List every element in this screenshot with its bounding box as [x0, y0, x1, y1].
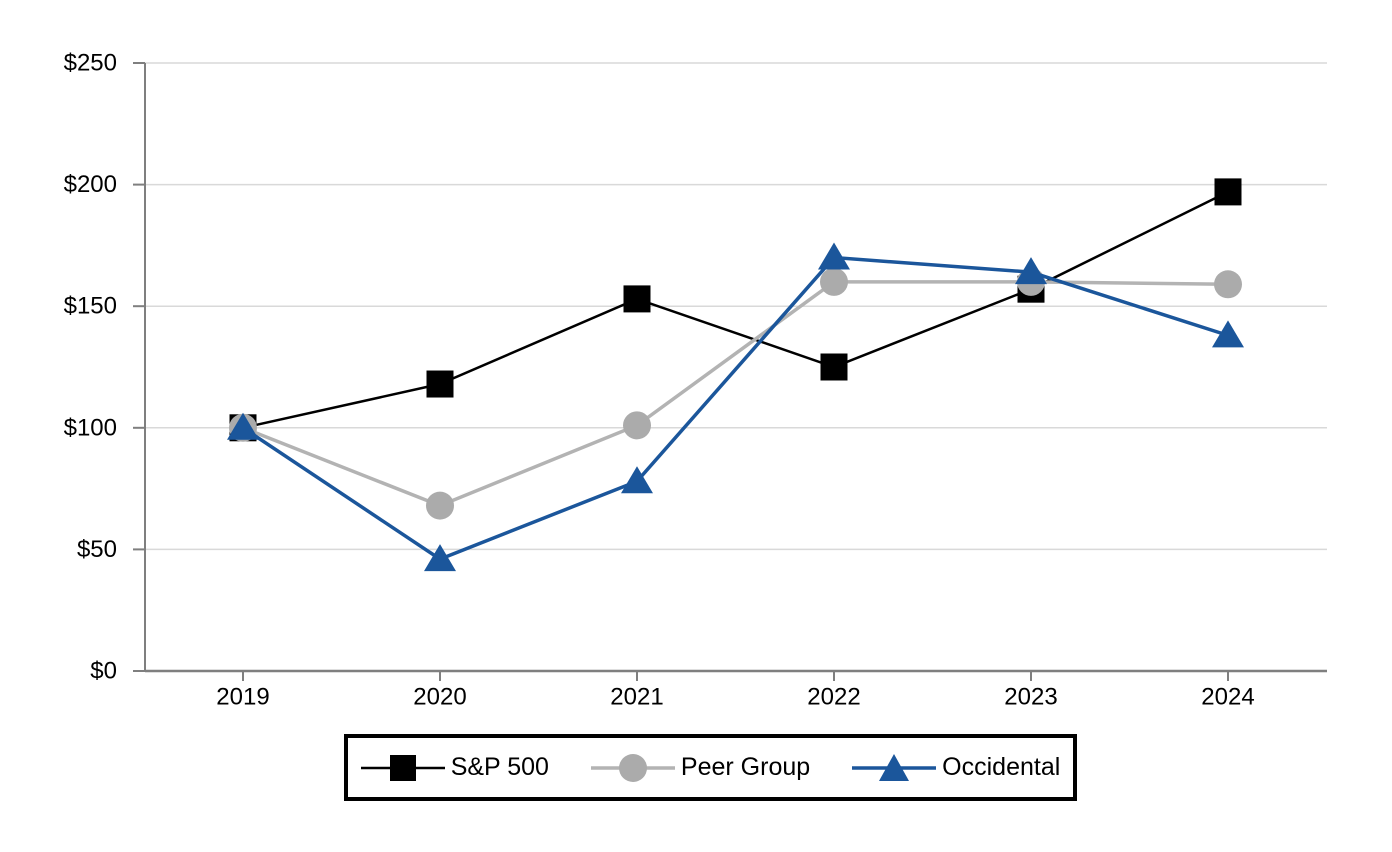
y-axis-label-200: $200 [64, 171, 117, 198]
x-axis-label-2021: 2021 [610, 684, 663, 711]
data-point-s-p-500-2022 [820, 353, 848, 381]
legend-entry-sp500: S&P 500 [360, 752, 549, 784]
series-line-occidental [242, 255, 1229, 562]
legend-entry-peer-group: Peer Group [590, 752, 811, 784]
peer-group-line-marker-icon [590, 753, 675, 782]
x-axis-label-2023: 2023 [1004, 684, 1057, 711]
data-point-occidental-2019 [227, 412, 259, 440]
data-point-occidental-2020 [424, 544, 456, 572]
chart-legend: S&P 500 Peer Group Occidental [344, 734, 1077, 801]
data-point-s-p-500-2020 [426, 370, 454, 398]
data-point-occidental-2021 [621, 466, 653, 494]
y-axis-label-100: $100 [64, 414, 117, 441]
data-point-s-p-500-2021 [623, 285, 651, 313]
data-point-peer-group-2022 [820, 267, 848, 296]
data-point-occidental-2024 [1212, 320, 1244, 348]
data-point-occidental-2022 [818, 242, 850, 270]
legend-label-occidental: Occidental [942, 753, 1061, 781]
x-axis-label-2020: 2020 [413, 684, 466, 711]
data-point-peer-group-2021 [623, 411, 651, 440]
data-point-peer-group-2024 [1214, 270, 1242, 299]
legend-label-sp500: S&P 500 [450, 753, 549, 781]
occidental-line-marker-icon [852, 753, 937, 781]
y-axis-label-0: $0 [90, 658, 117, 685]
data-point-s-p-500-2024 [1214, 178, 1242, 206]
sp500-line-marker-icon [360, 754, 445, 781]
x-axis-label-2019: 2019 [216, 684, 269, 711]
y-axis-label-250: $250 [64, 50, 117, 77]
data-point-peer-group-2020 [426, 491, 454, 520]
data-point-occidental-2023 [1015, 257, 1047, 285]
x-axis-label-2022: 2022 [807, 684, 860, 711]
legend-entry-occidental: Occidental [852, 752, 1060, 784]
y-axis-label-150: $150 [64, 293, 117, 320]
y-axis-label-50: $50 [77, 536, 117, 563]
series-line-s-p-500 [242, 190, 1229, 430]
legend-label-peer-group: Peer Group [680, 753, 811, 781]
x-axis-label-2024: 2024 [1201, 684, 1254, 711]
